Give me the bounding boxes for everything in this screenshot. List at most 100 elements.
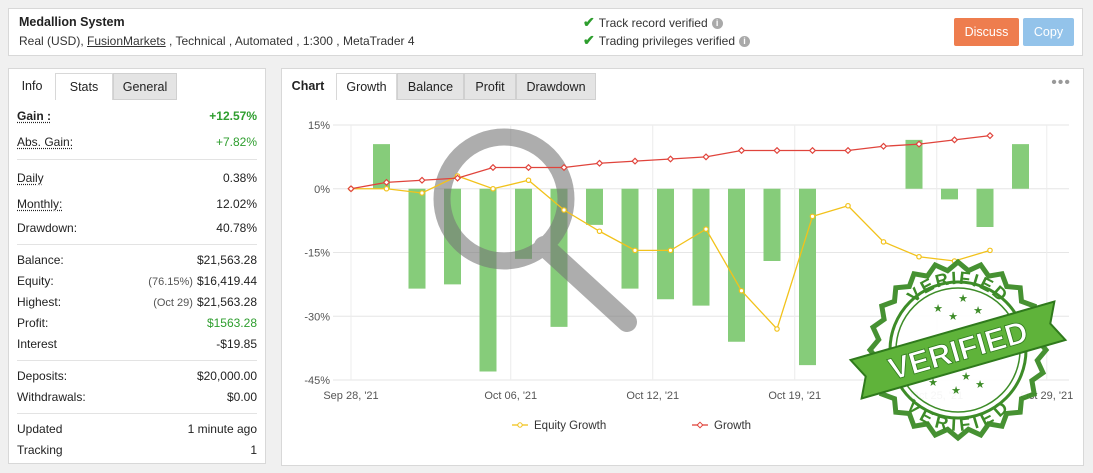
series-point [631, 157, 639, 165]
star-icon: ★ [958, 293, 968, 305]
star-icon: ★ [975, 379, 985, 391]
divider [17, 413, 257, 414]
y-tick-label: 0% [314, 184, 330, 196]
tab-stats[interactable]: Stats [55, 73, 113, 100]
interest-value: -$19.85 [216, 337, 257, 351]
series-point [347, 185, 355, 193]
balance-label: Balance: [17, 253, 64, 267]
y-axis: 15% 0% -15% -30% -45% [304, 120, 330, 387]
chart-bar [941, 188, 958, 200]
track-record-label: Track record verified [598, 16, 708, 30]
discuss-button[interactable]: Discuss [954, 18, 1019, 46]
tab-info[interactable]: Info [9, 73, 55, 100]
y-tick-label: -15% [304, 248, 330, 260]
deposits-value: $20,000.00 [196, 369, 257, 383]
updated-label: Updated [17, 422, 63, 436]
series-point [702, 153, 710, 161]
series-point [560, 163, 568, 172]
chart-panel: Chart Growth Balance Profit Drawdown •••… [281, 68, 1084, 466]
series-point [986, 131, 994, 140]
star-icon: ★ [928, 377, 938, 389]
tab-drawdown[interactable]: Drawdown [516, 73, 596, 100]
growth-chart: 15% 0% -15% -30% -45% Sep 28, '21 Oct 06, '21… [304, 120, 1073, 442]
tab-balance[interactable]: Balance [397, 73, 464, 100]
stat-interest: Interest -$19.85 [17, 335, 257, 355]
abs-gain-value: +7.82% [215, 135, 257, 149]
balance-value: $21,563.28 [196, 253, 257, 267]
highest-date: (Oct 29) [153, 297, 193, 309]
withdrawals-label: Withdrawals: [17, 390, 86, 404]
legend-label: Equity Growth [534, 420, 606, 432]
series-point [774, 326, 780, 332]
chart-bar [763, 188, 781, 261]
chart-bar [621, 188, 639, 289]
stat-equity: Equity: (76.15%) $16,419.44 [17, 272, 257, 292]
series-point [418, 176, 426, 184]
chart-bar [657, 188, 674, 300]
account-type: Real (USD), [19, 34, 88, 48]
track-record-verified: ✔ Track record verified i [583, 14, 723, 31]
monthly-label[interactable]: Monthly: [17, 197, 63, 211]
broker-link[interactable]: FusionMarkets [87, 34, 166, 48]
interest-label: Interest [17, 337, 58, 351]
stat-monthly: Monthly: 12.02% [17, 195, 257, 215]
chart-bar [905, 139, 923, 189]
more-options-icon[interactable]: ••• [1051, 74, 1071, 91]
equity-amount: $16,419.44 [196, 274, 257, 288]
series-point [809, 213, 816, 220]
tab-chart[interactable]: Chart [282, 73, 334, 100]
copy-button[interactable]: Copy [1023, 18, 1074, 46]
chart-lines [347, 131, 994, 332]
series-point [738, 287, 745, 294]
profit-value: $1563.28 [206, 316, 257, 330]
gain-label[interactable]: Gain : [17, 109, 52, 123]
divider [17, 159, 257, 160]
legend-label: Growth [714, 420, 751, 432]
tab-growth[interactable]: Growth [336, 73, 397, 100]
stat-balance: Balance: $21,563.28 [17, 251, 257, 271]
stat-drawdown: Drawdown: 40.78% [17, 219, 257, 239]
withdrawals-value: $0.00 [226, 390, 257, 404]
series-point [595, 159, 604, 167]
tab-profit[interactable]: Profit [464, 73, 516, 100]
stats-panel: Info Stats General Gain : +12.57% Abs. Ga… [8, 68, 266, 464]
stat-highest: Highest: (Oct 29) $21,563.28 [17, 293, 257, 313]
stat-tracking: Tracking 1 [17, 441, 257, 461]
x-tick-label: Sep 28, '21 [323, 390, 378, 402]
star-icon: ★ [961, 371, 971, 383]
star-icon: ★ [973, 305, 983, 317]
x-tick-label: Oct 06, '21 [484, 390, 537, 402]
series-point [419, 190, 425, 196]
series-point [737, 146, 746, 155]
trading-privileges-verified: ✔ Trading privileges verified i [583, 32, 751, 49]
info-icon[interactable]: i [711, 18, 723, 29]
equity-percent: (76.15%) [148, 276, 193, 288]
stat-deposits: Deposits: $20,000.00 [17, 367, 257, 387]
series-point [383, 185, 390, 192]
system-details: , Technical , Automated , 1:300 , MetaTr… [165, 34, 415, 48]
star-icon: ★ [933, 303, 943, 315]
magnifier-icon [433, 128, 637, 332]
series-point [382, 178, 391, 187]
series-point [525, 177, 532, 184]
stat-updated: Updated 1 minute ago [17, 420, 257, 440]
series-point [453, 174, 462, 182]
chart-bar [408, 188, 426, 289]
system-header: Medallion System Real (USD), FusionMarke… [8, 8, 1083, 56]
trading-privileges-label: Trading privileges verified [598, 34, 736, 48]
info-icon[interactable]: i [739, 36, 751, 47]
abs-gain-label[interactable]: Abs. Gain: [17, 135, 74, 149]
daily-label[interactable]: Daily [17, 171, 44, 185]
series-point [667, 247, 674, 254]
stat-profit: Profit: $1563.28 [17, 314, 257, 334]
x-tick-label: Oct 12, '21 [626, 390, 679, 402]
series-point [666, 155, 675, 163]
equity-value: (76.15%) $16,419.44 [148, 274, 257, 288]
tab-general[interactable]: General [113, 73, 177, 100]
stats-tabs: Info Stats General [9, 69, 265, 100]
drawdown-value: 40.78% [216, 221, 257, 235]
y-tick-label: 15% [308, 120, 330, 132]
chart-bar [479, 188, 497, 372]
y-tick-label: -45% [304, 375, 330, 387]
